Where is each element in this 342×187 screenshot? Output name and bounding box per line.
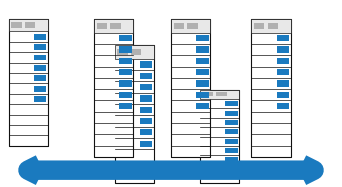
Bar — [171, 19, 210, 157]
Bar — [140, 61, 152, 68]
Bar — [140, 84, 152, 90]
Bar — [9, 19, 48, 31]
Bar — [225, 120, 238, 125]
Bar — [196, 92, 209, 98]
Bar — [119, 58, 132, 64]
Bar — [25, 22, 35, 28]
Bar — [277, 80, 289, 87]
Bar — [119, 80, 132, 87]
Bar — [225, 129, 238, 134]
Bar — [34, 86, 46, 92]
Bar — [277, 69, 289, 75]
Bar — [140, 118, 152, 124]
Bar — [277, 46, 289, 53]
Bar — [115, 45, 154, 183]
Bar — [225, 157, 238, 163]
Bar — [34, 75, 46, 81]
Bar — [174, 23, 184, 29]
Bar — [268, 23, 278, 29]
Bar — [97, 23, 107, 29]
Bar — [254, 23, 264, 29]
Bar — [119, 35, 132, 41]
Bar — [34, 34, 46, 39]
Bar — [34, 65, 46, 71]
Bar — [225, 111, 238, 116]
Bar — [187, 23, 198, 29]
Bar — [94, 19, 133, 157]
Bar — [131, 49, 141, 55]
Bar — [277, 103, 289, 109]
Bar — [196, 58, 209, 64]
Bar — [216, 92, 227, 96]
Bar — [196, 69, 209, 75]
Bar — [34, 96, 46, 102]
Bar — [110, 23, 121, 29]
Bar — [277, 92, 289, 98]
Bar — [11, 22, 22, 28]
Bar — [140, 95, 152, 102]
Bar — [277, 58, 289, 64]
Bar — [203, 92, 213, 96]
Bar — [119, 69, 132, 75]
Bar — [34, 44, 46, 50]
Bar — [196, 80, 209, 87]
Bar — [171, 19, 210, 33]
Bar — [200, 90, 239, 183]
Bar — [196, 103, 209, 109]
Bar — [140, 141, 152, 147]
Bar — [196, 46, 209, 53]
Bar — [251, 19, 291, 33]
Bar — [117, 49, 128, 55]
Bar — [225, 148, 238, 153]
Bar — [94, 19, 133, 33]
Bar — [34, 55, 46, 60]
Bar — [119, 92, 132, 98]
Bar — [140, 73, 152, 79]
Bar — [9, 19, 48, 146]
Bar — [225, 101, 238, 106]
Bar — [140, 129, 152, 135]
Bar — [140, 107, 152, 113]
Bar — [200, 90, 239, 99]
Bar — [119, 103, 132, 109]
Bar — [119, 46, 132, 53]
Bar — [115, 45, 154, 59]
Bar — [277, 35, 289, 41]
Bar — [225, 139, 238, 144]
Bar — [251, 19, 291, 157]
Bar — [196, 35, 209, 41]
